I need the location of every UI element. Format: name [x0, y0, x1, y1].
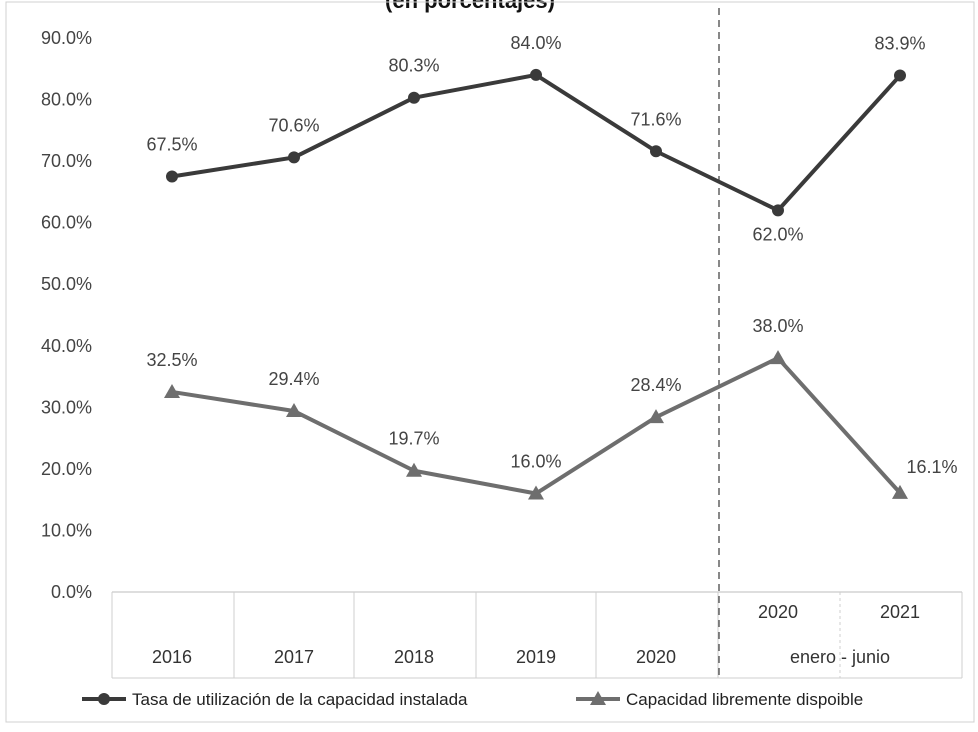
data-point: [770, 350, 786, 365]
data-point: [528, 485, 544, 500]
data-point: [164, 383, 180, 398]
data-point: [408, 91, 420, 104]
data-point: [530, 68, 542, 81]
data-point: [288, 151, 300, 164]
data-label: 67.5%: [146, 135, 197, 155]
y-tick-label: 0.0%: [51, 582, 92, 602]
y-tick-label: 90.0%: [41, 28, 92, 48]
data-point: [166, 170, 178, 183]
y-tick-label: 60.0%: [41, 213, 92, 233]
data-point: [772, 204, 784, 217]
y-tick-label: 40.0%: [41, 336, 92, 356]
data-label: 28.4%: [630, 375, 681, 395]
data-point: [650, 145, 662, 158]
data-point: [406, 462, 422, 477]
y-tick-label: 30.0%: [41, 397, 92, 417]
data-point: [648, 409, 664, 424]
data-label: 70.6%: [268, 115, 319, 135]
category-label: 2017: [274, 647, 314, 667]
group-label: enero - junio: [790, 647, 890, 667]
category-label: 2020: [758, 602, 798, 622]
legend-marker: [98, 693, 110, 705]
category-label: 2019: [516, 647, 556, 667]
legend-label: Capacidad libremente dispoible: [626, 690, 863, 709]
data-label: 83.9%: [874, 34, 925, 54]
data-label: 16.1%: [906, 457, 957, 477]
category-label: 2016: [152, 647, 192, 667]
data-label: 71.6%: [630, 109, 681, 129]
series-layer: [164, 68, 908, 500]
data-label: 32.5%: [146, 350, 197, 370]
category-label: 2021: [880, 602, 920, 622]
legend-marker: [590, 691, 606, 705]
data-label: 38.0%: [752, 316, 803, 336]
y-tick-label: 20.0%: [41, 459, 92, 479]
data-label: 16.0%: [510, 452, 561, 472]
axes: 0.0% 10.0% 20.0% 30.0% 40.0% 50.0% 60.0% 70.0% 8…: [5, 1, 975, 723]
data-point: [894, 69, 906, 82]
category-axis: 2016 2017 2018 2019 2020 2020 2021 enero - juni…: [152, 602, 920, 667]
legend-label: Tasa de utilización de la capacidad inst…: [132, 690, 468, 709]
data-label: 29.4%: [268, 369, 319, 389]
data-labels: 67.5% 70.6% 80.3% 84.0% 71.6% 62.0% 83.9% 32.5%…: [146, 33, 957, 477]
y-tick-label: 80.0%: [41, 90, 92, 110]
data-point: [286, 403, 302, 418]
category-label: 2018: [394, 647, 434, 667]
chart-frame: [5, 1, 975, 723]
y-tick-label: 70.0%: [41, 151, 92, 171]
data-label: 80.3%: [388, 56, 439, 76]
category-label: 2020: [636, 647, 676, 667]
y-tick-label: 50.0%: [41, 274, 92, 294]
data-label: 84.0%: [510, 33, 561, 53]
chart-title: (en porcentajes): [385, 0, 555, 13]
data-label: 19.7%: [388, 429, 439, 449]
legend: Tasa de utilización de la capacidad inst…: [82, 690, 863, 709]
series-line: [171, 72, 902, 213]
y-tick-label: 10.0%: [41, 520, 92, 540]
data-label: 62.0%: [752, 224, 803, 244]
data-point: [892, 484, 908, 499]
